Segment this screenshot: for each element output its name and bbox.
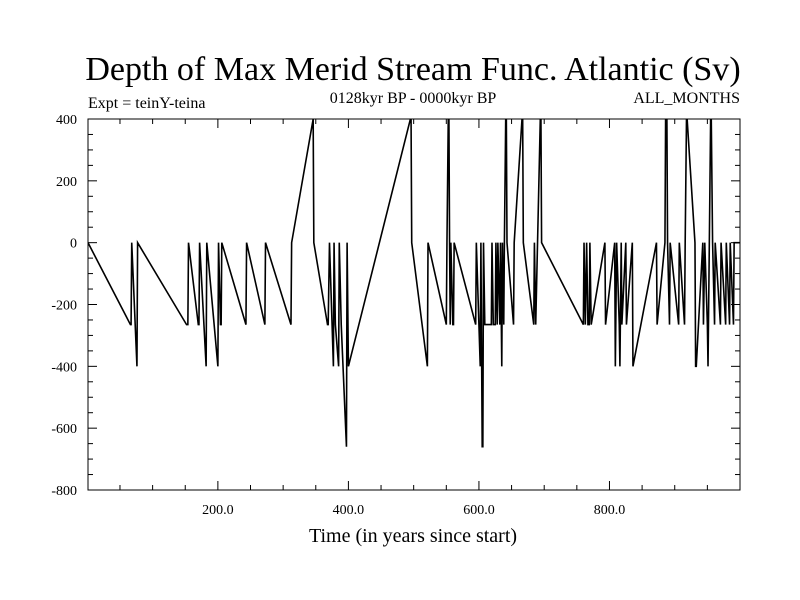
months-label: ALL_MONTHS [633, 90, 740, 107]
y-tick-label: 0 [70, 237, 77, 252]
y-tick-label: 200 [56, 175, 77, 190]
y-tick-label: -200 [51, 299, 77, 314]
x-tick-label: 600.0 [463, 503, 495, 518]
data-series-line [88, 119, 740, 448]
y-tick-label: -800 [51, 484, 77, 499]
y-tick-label: 400 [56, 113, 77, 128]
period-label: 0128kyr BP - 0000kyr BP [330, 90, 497, 107]
x-axis-label: Time (in years since start) [309, 525, 517, 547]
plot-frame [87, 118, 741, 491]
y-tick-label: -600 [51, 422, 77, 437]
y-axis-ticks: -800 -600 -400 -200 0 200 400 [51, 113, 740, 499]
y-tick-label: -400 [51, 360, 77, 375]
plot-area [87, 118, 741, 491]
x-tick-label: 200.0 [202, 503, 234, 518]
x-axis-ticks: 200.0 400.0 600.0 800.0 [119, 119, 708, 518]
x-tick-label: 800.0 [594, 503, 626, 518]
experiment-label: Expt = teinY-teina [88, 95, 205, 112]
chart-title: Depth of Max Merid Stream Func. Atlantic… [85, 51, 740, 88]
x-tick-label: 400.0 [333, 503, 365, 518]
